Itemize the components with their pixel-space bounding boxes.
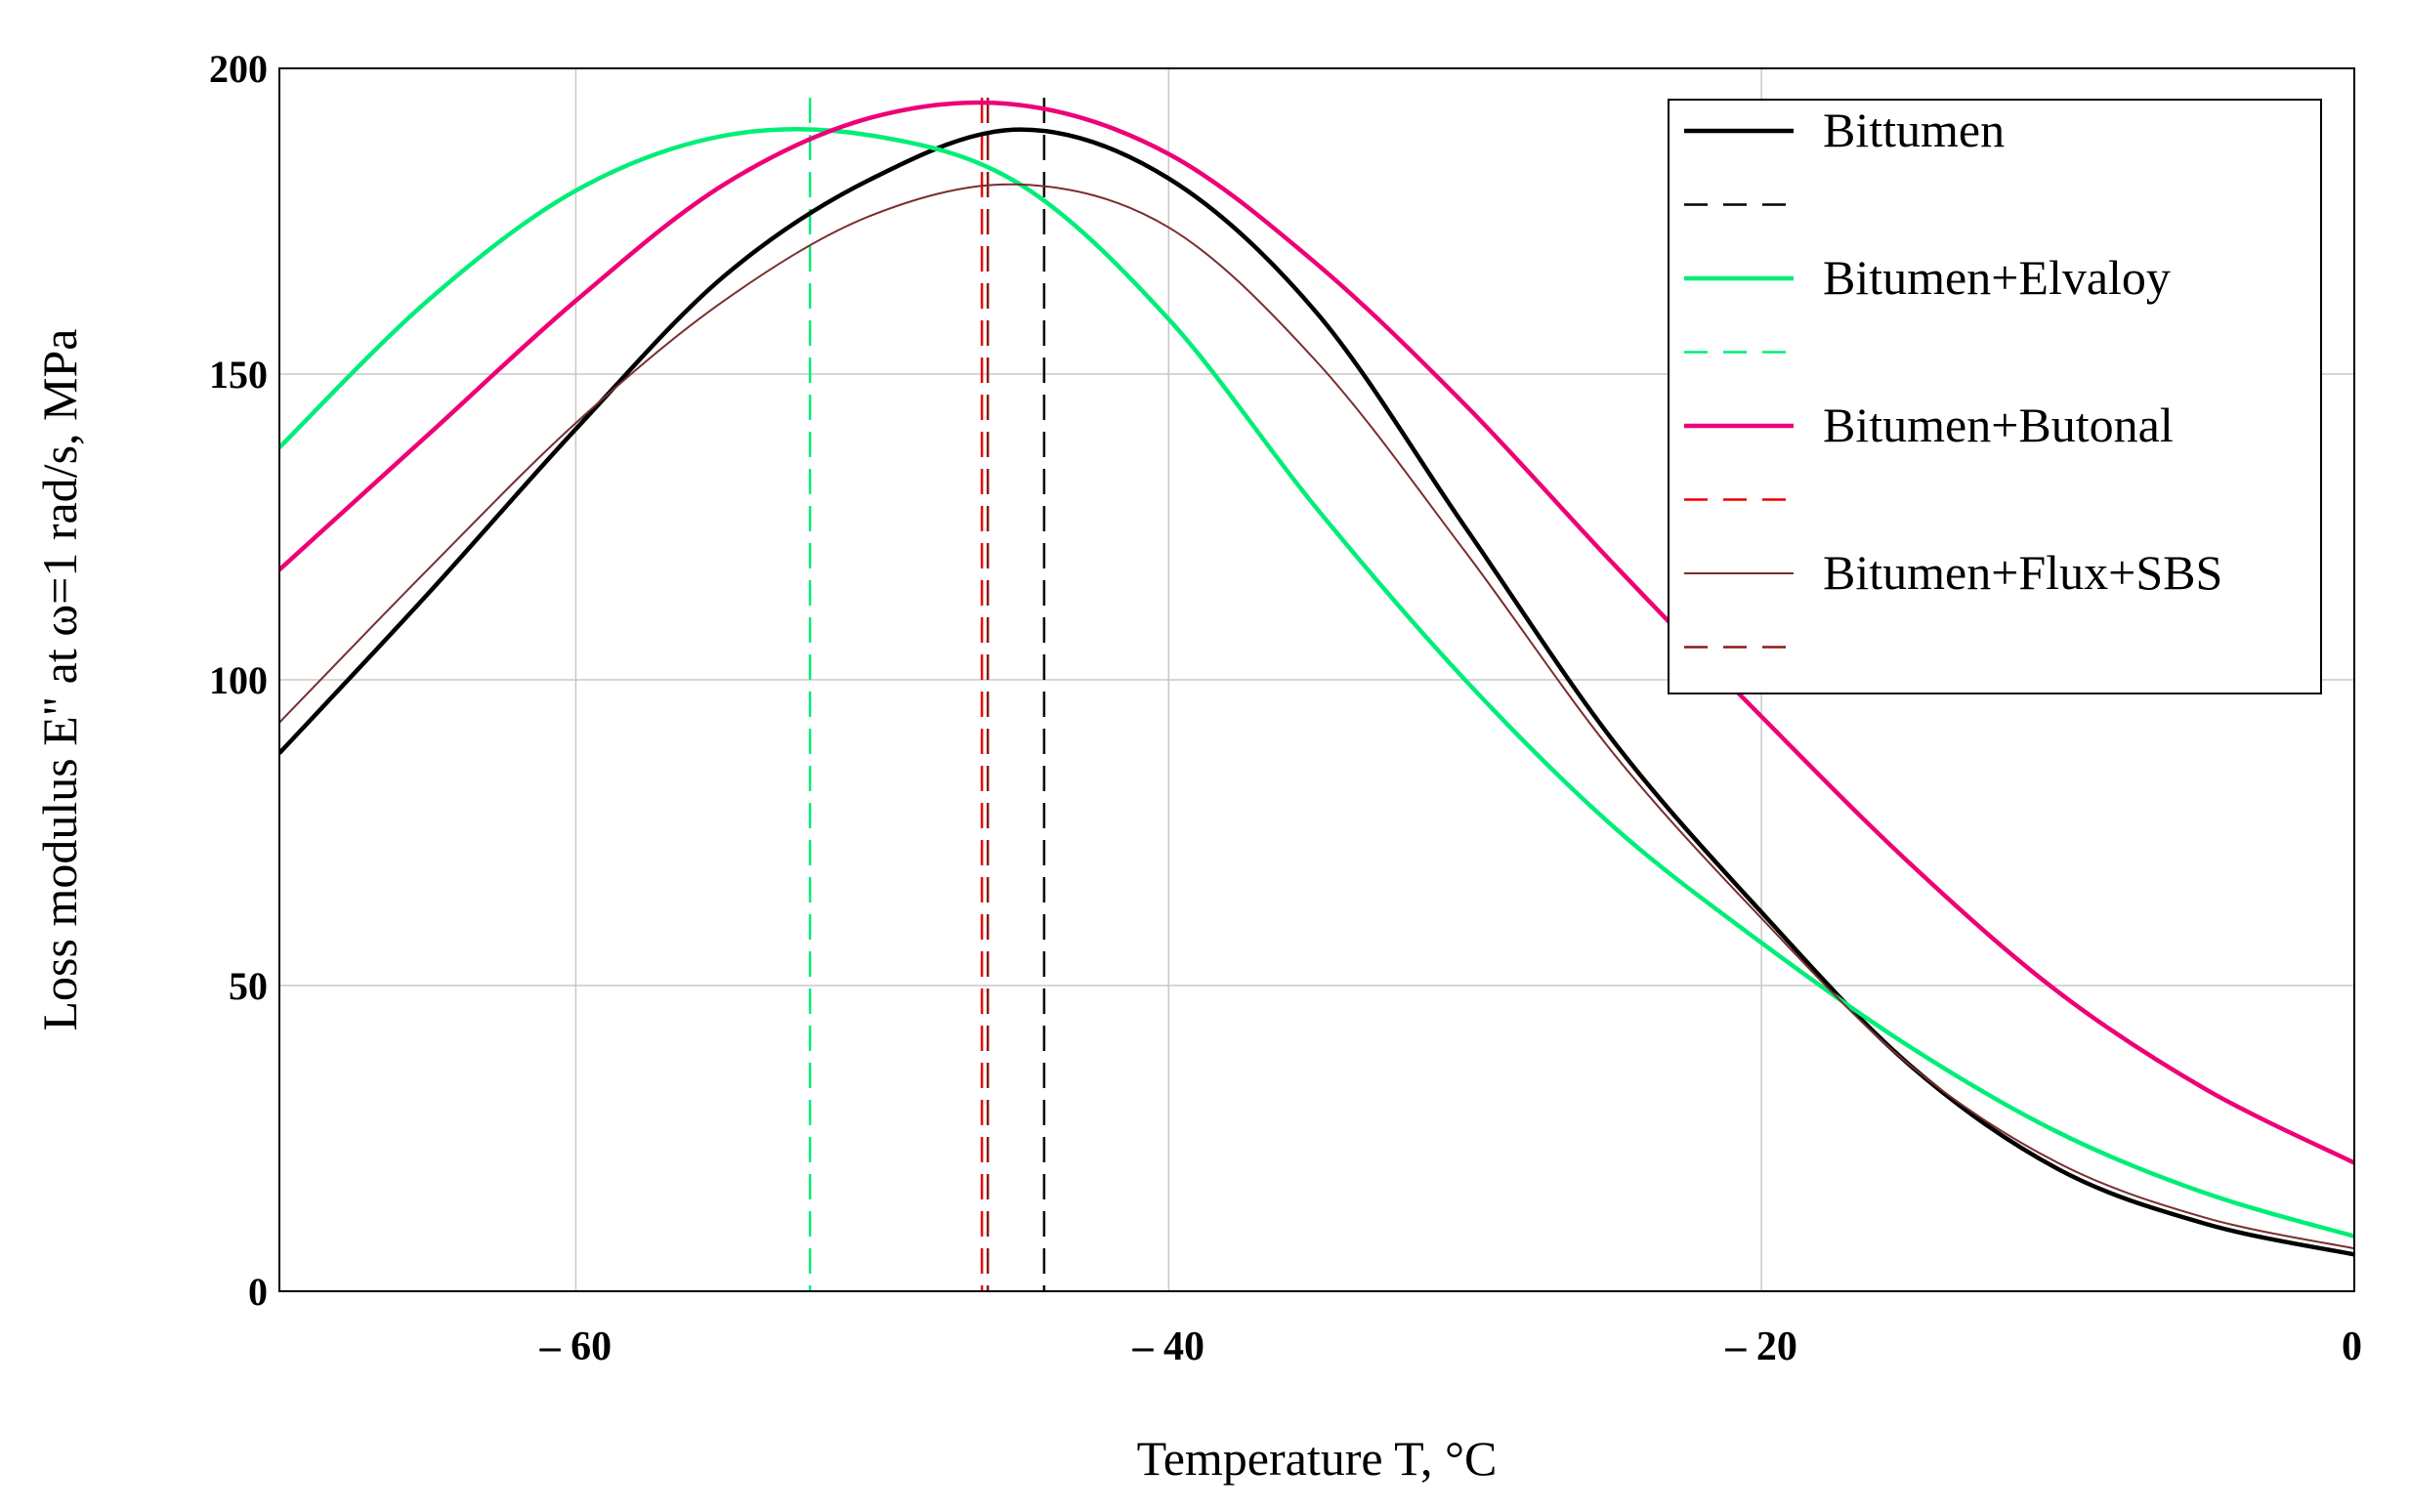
x-tick-label: – 40 xyxy=(1132,1324,1205,1369)
x-tick-label: – 20 xyxy=(1724,1324,1797,1369)
legend-label: Bitumen+Butonal xyxy=(1823,398,2174,452)
legend-label: Bittumen xyxy=(1823,103,2005,157)
y-tick-label: 150 xyxy=(209,353,268,397)
x-axis-label: Temperature T, °C xyxy=(1137,1431,1498,1486)
series-line-bitumen-flux-sbs xyxy=(279,183,2354,1250)
x-tick-label: – 60 xyxy=(539,1324,613,1369)
series-line-bitumen-elvaloy xyxy=(279,126,2354,1239)
y-tick-label: 100 xyxy=(209,658,268,702)
y-tick-label: 200 xyxy=(209,47,268,91)
legend: Bittumen Bitumen+Elvaloy Bitumen+Butonal Bi… xyxy=(1668,99,2322,694)
x-tick-label: 0 xyxy=(2342,1324,2362,1369)
legend-label: Bitumen+Flux+SBS xyxy=(1823,545,2222,600)
y-axis-ticks: 0 50 100 150 200 xyxy=(209,47,268,1314)
legend-box xyxy=(1668,99,2322,694)
series-layer xyxy=(279,98,2354,1291)
x-axis-ticks: – 60 – 40 – 20 0 xyxy=(539,1324,2362,1369)
series-line-bitumen-butonal xyxy=(279,100,2354,1165)
y-tick-label: 0 xyxy=(248,1270,268,1314)
y-tick-label: 50 xyxy=(229,964,268,1008)
plot-frame xyxy=(278,67,2355,1292)
y-axis-label: Loss modulus E" at ω=1 rad/s, MPa xyxy=(32,329,87,1031)
legend-label: Bitumen+Elvaloy xyxy=(1823,250,2171,305)
